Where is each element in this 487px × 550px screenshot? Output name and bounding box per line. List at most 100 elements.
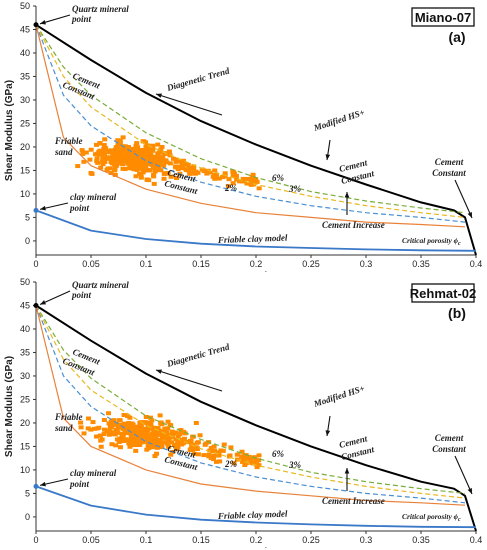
scatter-point [126, 427, 132, 432]
scatter-point [212, 176, 218, 181]
scatter-point [146, 421, 152, 426]
scatter-point [152, 454, 158, 459]
scatter-point [140, 139, 146, 144]
scatter-point [173, 447, 179, 452]
series-line-6 [35, 485, 477, 529]
scatter-point [126, 421, 132, 426]
scatter-point [96, 150, 102, 155]
clay-point-marker [33, 483, 39, 489]
y-tick-label: 15 [20, 441, 30, 451]
well-name-box: Miano-07 [411, 7, 475, 27]
scatter-point [118, 147, 124, 152]
scatter-point [141, 439, 147, 444]
scatter-point [137, 442, 143, 447]
scatter-point [140, 170, 146, 175]
scatter-point [112, 172, 118, 177]
cement-constant-right-arrow [454, 455, 473, 495]
scatter-point [146, 146, 152, 151]
scatter-point [168, 435, 174, 440]
well-name-box: Rehmat-02 [410, 283, 476, 303]
scatter-point [122, 147, 128, 152]
scatter-point [123, 154, 129, 159]
scatter-point [144, 430, 150, 435]
scatter-point [174, 443, 180, 448]
well-name-frame [411, 7, 475, 27]
scatter-point [135, 427, 141, 432]
scatter-point [230, 181, 236, 186]
scatter-point [137, 148, 143, 153]
scatter-point [109, 422, 115, 427]
y-tick-label: 0 [25, 236, 30, 246]
scatter-point [227, 453, 233, 458]
scatter-point [239, 449, 245, 454]
scatter-point [166, 432, 172, 437]
clay-arrow-head [40, 481, 46, 487]
x-axis-label: Porosity [236, 547, 276, 548]
scatter-point [128, 432, 134, 437]
two-percent-label: 2% [224, 459, 238, 469]
well-name: Miano-07 [415, 10, 471, 25]
scatter-point [166, 439, 172, 444]
scatter-point [159, 441, 165, 446]
scatter-point [244, 181, 250, 186]
scatter-point [134, 141, 140, 146]
scatter-point [253, 177, 259, 182]
scatter-point [143, 164, 149, 169]
scatter-point [94, 426, 100, 431]
scatter-point [184, 440, 190, 445]
scatter-point [137, 171, 143, 176]
scatter-point [220, 175, 226, 180]
quartz-point-marker [33, 302, 39, 308]
scatter-point [164, 160, 170, 165]
panel-label: (a) [448, 29, 465, 45]
scatter-point [179, 430, 185, 435]
y-tick-label: 25 [20, 394, 30, 404]
cement-constant-right-line1: Cement [435, 433, 464, 443]
scatter-point [109, 430, 115, 435]
scatter-point [194, 446, 200, 451]
scatter-point [132, 426, 138, 431]
scatter-point [221, 442, 227, 447]
scatter-point [234, 177, 240, 182]
scatter-point [121, 421, 127, 426]
scatter-point [128, 435, 134, 440]
scatter-point [162, 151, 168, 156]
scatter-point [193, 171, 199, 176]
y-tick-label: 0 [25, 512, 30, 522]
y-tick-label: 5 [25, 488, 30, 498]
scatter-point [246, 454, 252, 459]
diagenetic-trend-arrow-head [156, 369, 162, 374]
series-line-1 [35, 23, 477, 256]
scatter-point [100, 157, 106, 162]
scatter-point [173, 159, 179, 164]
scatter-point [138, 175, 144, 180]
y-tick-label: 40 [20, 48, 30, 58]
scatter-point [156, 159, 162, 164]
scatter-point [113, 157, 119, 162]
scatter-point [146, 425, 152, 430]
scatter-point [143, 155, 149, 160]
cement-constant-right-line2: Constant [432, 168, 466, 178]
scatter-point [127, 146, 133, 151]
scatter-point [155, 155, 161, 160]
scatter-point [98, 438, 104, 443]
scatter-point [186, 165, 192, 170]
scatter-point [161, 163, 167, 168]
chart-panel-a: 0 5 10 15 20 25 30 35 40 45 50 0 0.05 0.1 0.15 0.2 0.25 0… [4, 1, 482, 272]
scatter-point [156, 150, 162, 155]
scatter-point [113, 443, 119, 448]
scatter-point [222, 171, 228, 176]
scatter-point [249, 174, 255, 179]
scatter-point [113, 428, 119, 433]
scatter-point [153, 441, 159, 446]
friable-sand-label-line1: Friable [54, 136, 83, 146]
scatter-point [146, 168, 152, 173]
scatter-point [201, 453, 207, 458]
scatter-point [121, 413, 127, 418]
scatter-point [144, 421, 150, 426]
scatter-point [109, 442, 115, 447]
cement-constant-right-arrow-head [467, 488, 472, 494]
scatter-point [143, 167, 149, 172]
scatter-point [113, 421, 119, 426]
series-line-2 [35, 305, 466, 494]
